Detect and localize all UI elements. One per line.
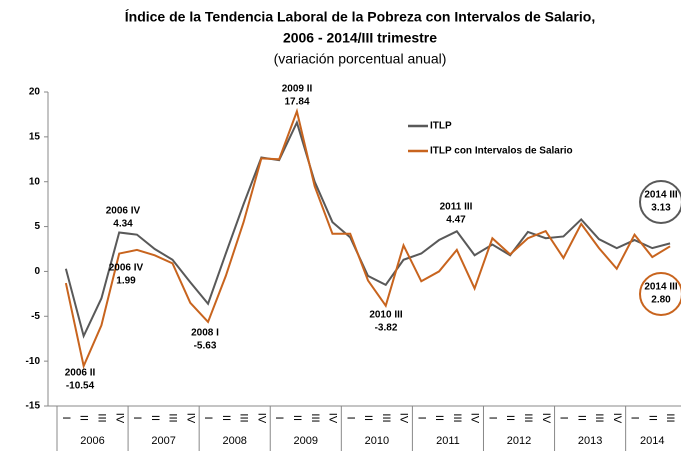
- year-label: 2013: [578, 435, 602, 447]
- x-tick-label: I: [344, 416, 356, 419]
- chart-subtitle: (variación porcentual anual): [274, 51, 447, 67]
- year-label: 2010: [365, 435, 389, 447]
- data-label: -3.82: [375, 323, 398, 334]
- chart-title: Índice de la Tendencia Laboral de la Pob…: [125, 9, 595, 25]
- x-tick-label: IV: [540, 413, 552, 424]
- year-label: 2006: [80, 435, 104, 447]
- x-tick-label: IV: [469, 413, 481, 424]
- annotation: 2006 IV: [109, 263, 144, 274]
- chart-title: 2006 - 2014/III trimestre: [283, 30, 437, 46]
- x-tick-label: III: [380, 413, 392, 422]
- annotation: 2014 III: [644, 282, 678, 293]
- x-tick-label: III: [96, 413, 108, 422]
- data-label: -10.54: [66, 381, 95, 392]
- x-tick-label: III: [167, 413, 179, 422]
- highlight-circle: [639, 272, 681, 316]
- y-tick-label: 0: [34, 266, 40, 277]
- legend-label: ITLP con Intervalos de Salario: [430, 146, 573, 157]
- y-tick-label: -5: [31, 311, 40, 322]
- data-label: 4.34: [113, 219, 133, 230]
- y-tick-label: 15: [29, 131, 41, 142]
- x-tick-label: II: [220, 415, 232, 421]
- x-tick-label: III: [309, 413, 321, 422]
- x-tick-label: III: [522, 413, 534, 422]
- data-label: 4.47: [446, 215, 466, 226]
- data-label: 1.99: [116, 276, 136, 287]
- x-tick-label: I: [131, 416, 143, 419]
- year-label: 2012: [507, 435, 531, 447]
- year-label: 2011: [436, 435, 460, 447]
- annotation: 2009 II: [282, 84, 313, 95]
- x-tick-label: II: [504, 415, 516, 421]
- x-tick-label: III: [238, 413, 250, 422]
- series-line: [64, 119, 671, 339]
- x-tick-label: IV: [255, 413, 267, 424]
- x-tick-label: IV: [611, 413, 623, 424]
- x-tick-label: I: [273, 416, 285, 419]
- y-tick-label: 20: [29, 87, 41, 98]
- x-tick-label: II: [362, 415, 374, 421]
- x-tick-label: III: [664, 413, 676, 422]
- annotation: 2006 II: [65, 368, 96, 379]
- x-tick-label: I: [60, 416, 72, 419]
- x-tick-label: I: [202, 416, 214, 419]
- x-tick-label: II: [575, 415, 587, 421]
- x-tick-label: IV: [113, 413, 125, 424]
- annotation: 2008 I: [191, 328, 219, 339]
- x-tick-label: II: [433, 415, 445, 421]
- y-tick-label: -15: [26, 401, 41, 412]
- annotation: 2014 III: [644, 190, 678, 201]
- highlight-circle: [639, 180, 681, 224]
- year-label: 2008: [222, 435, 246, 447]
- y-tick-label: 5: [34, 221, 40, 232]
- x-tick-label: I: [486, 416, 498, 419]
- x-tick-label: III: [593, 413, 605, 422]
- x-tick-label: IV: [327, 413, 339, 424]
- x-tick-label: IV: [184, 413, 196, 424]
- annotation: 2006 IV: [106, 206, 141, 217]
- x-tick-label: II: [149, 415, 161, 421]
- y-tick-label: -10: [26, 356, 41, 367]
- data-label: 3.13: [651, 203, 671, 214]
- y-tick-label: 10: [29, 176, 41, 187]
- year-label: 2014: [640, 435, 664, 447]
- legend-label: ITLP: [430, 121, 452, 132]
- x-tick-label: II: [78, 415, 90, 421]
- x-tick-label: III: [451, 413, 463, 422]
- x-tick-label: I: [558, 416, 570, 419]
- data-label: -5.63: [194, 341, 217, 352]
- annotation: 2010 III: [369, 310, 403, 321]
- data-label: 17.84: [284, 97, 309, 108]
- annotation: 2011 III: [440, 202, 473, 213]
- series-line: [64, 107, 671, 370]
- year-label: 2007: [151, 435, 175, 447]
- x-tick-label: IV: [398, 413, 410, 424]
- year-label: 2009: [294, 435, 318, 447]
- x-tick-label: I: [415, 416, 427, 419]
- x-tick-label: I: [629, 416, 641, 419]
- x-tick-label: II: [291, 415, 303, 421]
- x-tick-label: II: [646, 415, 658, 421]
- data-label: 2.80: [651, 295, 671, 306]
